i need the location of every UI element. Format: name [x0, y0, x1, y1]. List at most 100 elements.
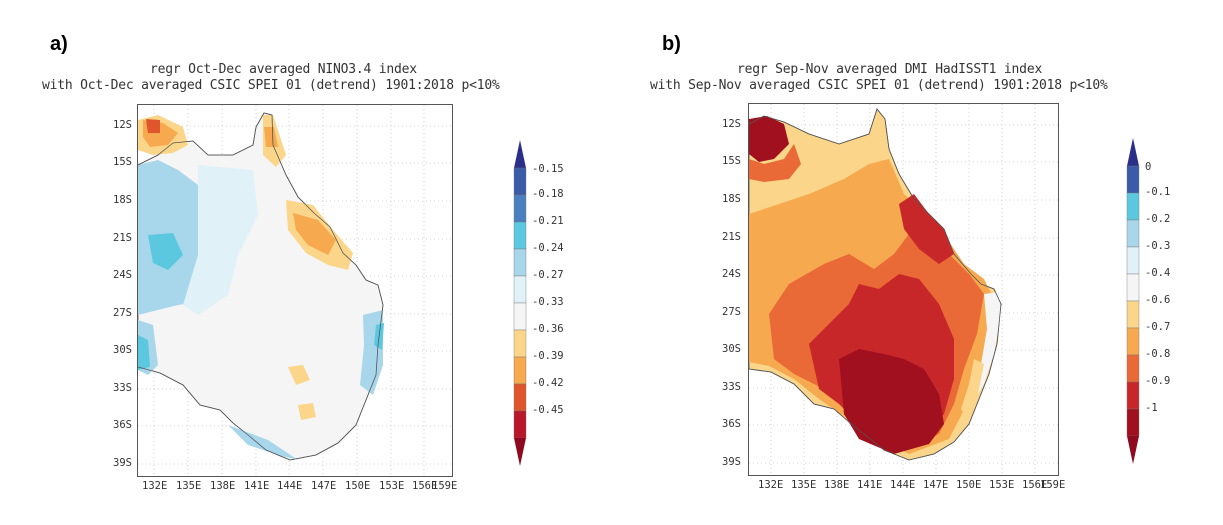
colorbar-tick-label: -0.8: [1145, 348, 1171, 360]
colorbar-tick-label: -0.1: [1145, 186, 1171, 198]
region-east-coast-yellow: [961, 359, 984, 419]
map-plot-area: [137, 104, 453, 477]
map-canvas: [138, 105, 452, 476]
lat-tick: 18S: [113, 194, 132, 206]
colorbar-segment: [513, 410, 527, 439]
colorbar-segment: [513, 302, 527, 331]
lat-tick: 27S: [113, 307, 132, 319]
lat-tick: 30S: [722, 343, 741, 355]
colorbar-segment: [1126, 273, 1140, 302]
lat-tick: 39S: [113, 457, 132, 469]
colorbar-tick-label: -0.21: [532, 215, 564, 227]
region-southwest-cyan: [138, 335, 150, 370]
region-north-red: [146, 119, 160, 133]
lat-tick: 27S: [722, 306, 741, 318]
colorbar: [513, 140, 527, 466]
panel-label: b): [662, 33, 681, 55]
colorbar-segment: [1126, 327, 1140, 356]
lat-tick: 21S: [722, 231, 741, 243]
colorbar-tick-label: -0.15: [532, 163, 564, 175]
colorbar-segment: [513, 275, 527, 304]
lat-tick: 30S: [113, 344, 132, 356]
colorbar-tick-label: -0.42: [532, 377, 564, 389]
colorbar-tick-label: -1: [1145, 402, 1158, 414]
panel-a: a) regr Oct-Dec averaged NINO3.4 index w…: [42, 33, 564, 492]
lat-tick: 36S: [722, 418, 741, 430]
lat-tick: 24S: [722, 268, 741, 280]
lon-tick: 156E: [1022, 479, 1048, 491]
region-south-blue: [228, 425, 298, 460]
colorbar-segment: [513, 329, 527, 358]
colorbar-arrow-bottom: [514, 438, 526, 466]
colorbar-arrow-top: [1127, 138, 1139, 166]
lon-tick: 150E: [345, 480, 371, 492]
colorbar-segment: [1126, 246, 1140, 275]
region-cyan-west: [148, 233, 183, 270]
colorbar-segment: [513, 356, 527, 385]
colorbar-arrow-bottom: [1127, 436, 1139, 464]
lon-tick: 159E: [432, 480, 458, 492]
lon-tick: 141E: [857, 479, 883, 491]
map-title-line2: with Sep-Nov averaged CSIC SPEI 01 (detr…: [650, 78, 1108, 93]
colorbar-tick-label: -0.2: [1145, 213, 1171, 225]
lon-tick: 144E: [277, 480, 303, 492]
region-east-blue: [360, 310, 383, 395]
lat-tick: 15S: [722, 155, 741, 167]
colorbar-tick-label: -0.6: [1145, 294, 1171, 306]
colorbar-segment: [1126, 192, 1140, 221]
lon-tick: 159E: [1040, 479, 1066, 491]
colorbar-segment: [513, 221, 527, 250]
lon-tick: 153E: [379, 480, 405, 492]
map-plot-area: [748, 103, 1059, 476]
colorbar-tick-label: -0.4: [1145, 267, 1171, 279]
lon-tick: 150E: [956, 479, 982, 491]
colorbar-tick-label: -0.27: [532, 269, 564, 281]
colorbar-tick-label: -0.45: [532, 404, 564, 416]
lon-tick: 141E: [244, 480, 270, 492]
panel-label: a): [50, 33, 68, 55]
panel-b: b) regr Sep-Nov averaged DMI HadISST1 in…: [612, 0, 1223, 525]
colorbar-segment: [1126, 354, 1140, 383]
colorbar-segment: [1126, 219, 1140, 248]
lat-tick: 39S: [722, 456, 741, 468]
colorbar-tick-label: -0.9: [1145, 375, 1171, 387]
region-queensland-dark-orange: [293, 213, 336, 255]
region-cape-york-orange: [264, 127, 278, 147]
lon-tick: 147E: [311, 480, 337, 492]
lon-tick: 135E: [176, 480, 202, 492]
lat-tick: 24S: [113, 269, 132, 281]
region-small-orange-2: [298, 403, 316, 420]
colorbar-tick-label: -0.7: [1145, 321, 1171, 333]
lat-tick: 33S: [113, 382, 132, 394]
coastline: [138, 112, 384, 461]
region-north-red-ring: [749, 144, 801, 182]
colorbar-arrow-top: [514, 140, 526, 168]
colorbar-segment: [513, 167, 527, 196]
colorbar-tick-label: -0.24: [532, 242, 564, 254]
lat-tick: 36S: [113, 419, 132, 431]
colorbar-segment: [1126, 165, 1140, 194]
lon-tick: 153E: [989, 479, 1015, 491]
colorbar-tick-label: -0.39: [532, 350, 564, 362]
lat-tick: 18S: [722, 193, 741, 205]
lon-tick: 135E: [791, 479, 817, 491]
lat-tick: 33S: [722, 381, 741, 393]
lat-tick: 15S: [113, 156, 132, 168]
colorbar-segment: [513, 248, 527, 277]
lon-tick: 138E: [210, 480, 236, 492]
lon-tick: 156E: [412, 480, 438, 492]
region-north-dark-red: [749, 116, 789, 162]
colorbar-tick-label: -0.36: [532, 323, 564, 335]
colorbar-segment: [513, 194, 527, 223]
lat-tick: 21S: [113, 232, 132, 244]
colorbar-segment: [1126, 381, 1140, 410]
coastline: [749, 108, 1002, 461]
map-title-line1: regr Oct-Dec averaged NINO3.4 index: [150, 62, 417, 77]
colorbar-tick-label: -0.3: [1145, 240, 1171, 252]
colorbar-tick-label: 0: [1145, 161, 1152, 173]
lon-tick: 132E: [142, 480, 168, 492]
lon-tick: 144E: [890, 479, 916, 491]
region-dark-red-south: [839, 349, 944, 454]
map-canvas: [749, 104, 1058, 475]
lat-tick: 12S: [722, 118, 741, 130]
